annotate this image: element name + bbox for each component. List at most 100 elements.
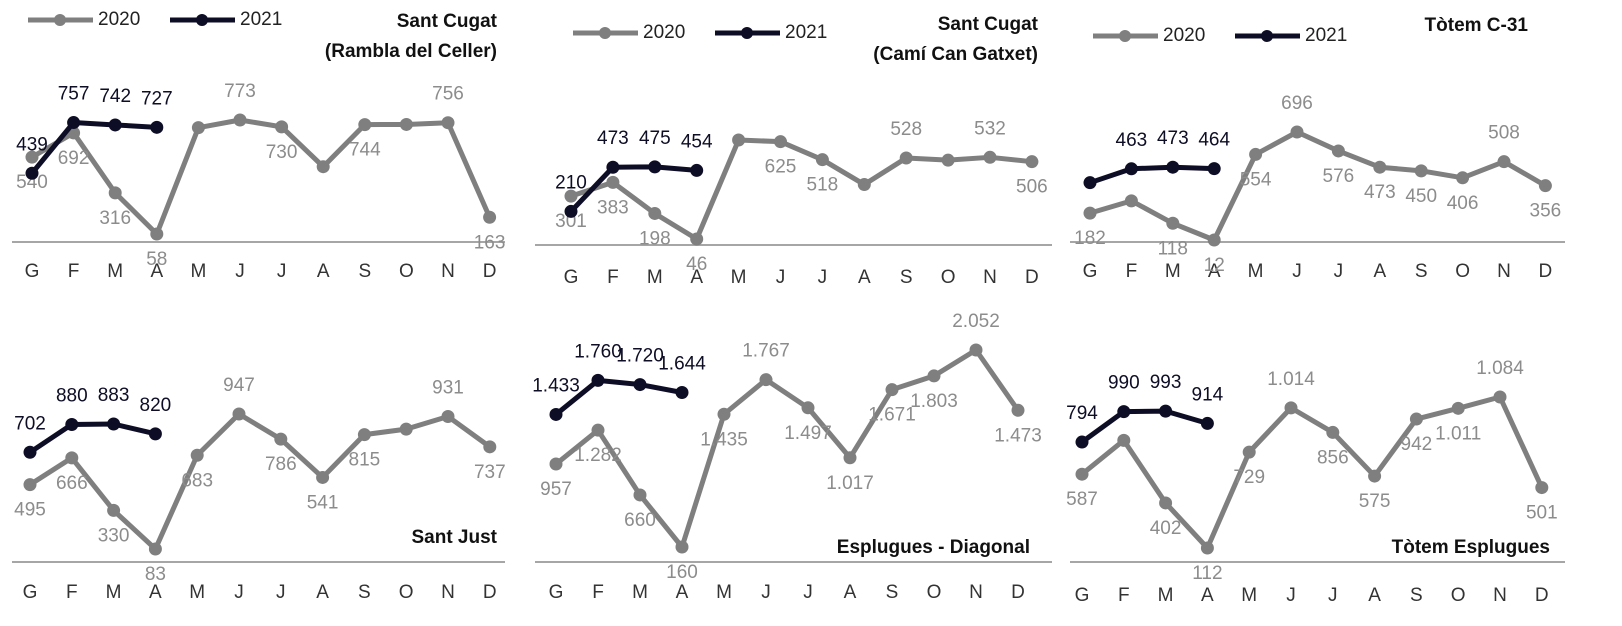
series-line [569,164,697,214]
data-label: 1.497 [784,423,832,444]
x-tick-label: D [1539,261,1553,282]
data-point [969,343,983,357]
x-tick-label: J [1292,261,1302,282]
data-point [1249,147,1263,161]
data-label: 454 [681,131,713,152]
data-point [483,210,497,224]
data-label: 163 [474,232,506,253]
data-label: 625 [765,157,797,178]
data-label: 118 [1158,238,1188,259]
data-point [483,440,497,454]
data-point [549,407,563,421]
x-tick-label: D [483,261,497,282]
series-line [570,137,1033,242]
x-tick-label: A [150,261,163,282]
data-point [1207,162,1221,176]
series-line [1080,408,1209,445]
data-point [1025,155,1039,169]
x-tick-label: J [234,582,244,603]
data-point [606,160,620,174]
data-label: 532 [974,118,1006,139]
x-tick-label: G [25,261,40,282]
data-label: 463 [1116,130,1148,151]
data-point [732,133,746,147]
x-tick-label: S [1415,261,1428,282]
data-point [857,178,871,192]
data-point [67,116,81,130]
data-point [358,118,372,132]
data-point [1242,445,1256,459]
data-point [233,113,247,127]
x-tick-label: F [68,261,80,282]
data-point [1331,144,1345,158]
chart-title: Sant Just [411,527,497,548]
x-tick-label: J [1286,585,1296,606]
data-label: 316 [99,208,131,229]
series-line [30,120,157,175]
data-label: 856 [1317,447,1349,468]
data-label: 518 [807,175,839,196]
data-label: 198 [639,228,671,249]
data-label: 786 [265,454,297,475]
legend-marker [599,27,611,39]
data-label: 1.720 [616,346,664,367]
data-point [23,478,37,492]
data-point [1011,403,1025,417]
data-point [399,422,413,436]
data-label: 957 [540,479,572,500]
x-tick-label: N [1497,261,1511,282]
data-label: 744 [349,140,381,161]
data-point [983,150,997,164]
data-label: 993 [1150,372,1182,393]
x-tick-label: M [106,582,122,603]
x-tick-label: G [564,267,579,288]
legend-marker [741,27,753,39]
legend-label: 2021 [785,22,827,43]
data-label: 1.011 [1435,423,1481,444]
data-point [899,151,913,165]
x-tick-label: M [632,582,648,603]
chart-title: Tòtem C-31 [1425,15,1529,36]
x-tick-label: M [190,261,206,282]
x-tick-label: A [858,267,871,288]
data-point [815,153,829,167]
series-line [1089,129,1547,243]
data-point [191,121,205,135]
x-tick-label: J [818,267,828,288]
data-label: 402 [1150,518,1182,539]
data-point [150,120,164,134]
data-label: 2.052 [952,311,1000,332]
data-label: 554 [1240,169,1272,190]
data-point [275,120,289,134]
data-point [232,407,246,421]
data-point [759,373,773,387]
data-label: 794 [1066,403,1098,424]
x-tick-label: D [1011,582,1025,603]
data-point [1200,416,1214,430]
data-point [1117,405,1131,419]
series-line [28,421,156,455]
data-point [357,428,371,442]
data-label: 12 [1204,255,1225,276]
series-line [1080,394,1545,551]
data-point [591,373,605,387]
data-point [843,451,857,465]
data-point [675,385,689,399]
x-tick-label: A [149,582,162,603]
data-point [1075,435,1089,449]
data-label: 439 [16,134,48,155]
data-label: 914 [1192,384,1224,405]
legend-marker [196,14,208,26]
data-point [316,470,330,484]
data-point [1207,233,1221,247]
chart-title: Tòtem Esplugues [1392,537,1550,558]
x-tick-label: A [1208,261,1221,282]
data-point [1538,179,1552,193]
x-tick-label: D [1535,585,1549,606]
x-tick-label: D [483,582,497,603]
data-point [108,186,122,200]
x-tick-label: J [1334,261,1344,282]
x-tick-label: A [316,582,329,603]
data-label: 160 [666,562,698,583]
data-label: 729 [1233,467,1265,488]
